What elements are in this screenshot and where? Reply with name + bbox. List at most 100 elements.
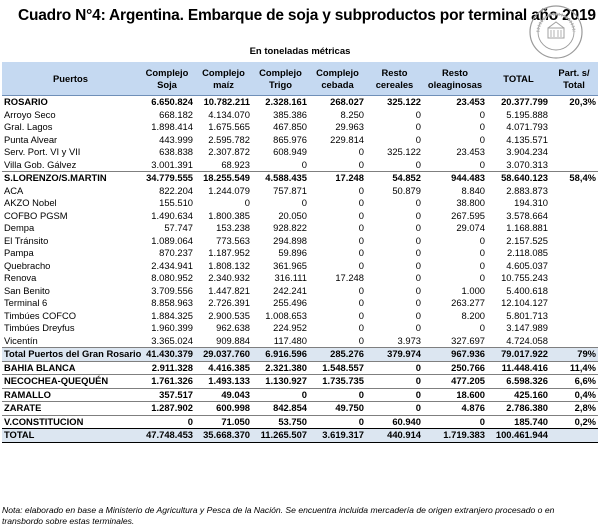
table-cell: 29.074: [456, 222, 485, 234]
table-cell: 2.595.782: [208, 133, 250, 145]
footnote: Nota: elaborado en base a Ministerio de …: [2, 505, 555, 526]
table-row-port: V.CONSTITUCION 0 71.050 53.750 0 60.940 0 185.7…: [2, 414, 598, 429]
table-cell: 361.965: [273, 259, 307, 271]
table-row: COFBO PGSM 1.490.634 1.800.385 20.050 0 0 267.…: [2, 210, 598, 223]
table-cell: 268.027: [309, 95, 366, 109]
table-cell: 1.000: [461, 284, 485, 296]
table-cell: 2.340.932: [208, 272, 250, 284]
table-cell: 0: [415, 133, 421, 145]
table-cell: 842.854: [252, 401, 309, 415]
table-cell: 5.801.713: [506, 309, 548, 321]
table-cell: 20.050: [278, 209, 307, 221]
table-cell: 3.578.664: [506, 209, 548, 221]
table-cell: 4.605.037: [506, 259, 548, 271]
table-cell: [550, 310, 598, 323]
table-cell: 0: [415, 158, 421, 170]
table-cell: 0: [358, 158, 364, 170]
table-cell: [550, 109, 598, 122]
shipments-table: Puertos Complejo Soja Complejo maíz Comp…: [2, 62, 598, 443]
table-cell: 17.248: [309, 171, 366, 185]
table-row: Renova 8.080.952 2.340.932 316.111 17.248 0 0 1…: [2, 272, 598, 285]
table-cell: 1.089.064: [151, 234, 193, 246]
row-label: BAHIA BLANCA: [2, 360, 139, 375]
table-row-group: S.LORENZO/S.MARTIN 34.779.555 18.255.549 4.…: [2, 171, 598, 185]
table-cell: 0: [358, 334, 364, 346]
table-cell: 0: [358, 197, 364, 209]
table-cell: 1.884.325: [151, 309, 193, 321]
table-cell: [550, 185, 598, 198]
row-label: Gral. Lagos: [4, 121, 53, 133]
table-cell: 0: [301, 158, 307, 170]
table-cell: 23.453: [423, 95, 487, 109]
table-cell: 194.310: [514, 197, 548, 209]
table-row: Arroyo Seco 668.182 4.134.070 385.386 8.250 0…: [2, 109, 598, 122]
table-cell: 6,6%: [550, 374, 598, 388]
table-cell: 1.898.414: [151, 121, 193, 133]
table-header-row: Puertos Complejo Soja Complejo maíz Comp…: [2, 62, 598, 96]
table-cell: 250.766: [423, 360, 487, 375]
table-cell: [550, 210, 598, 223]
table-cell: 0: [358, 284, 364, 296]
table-row: Timbúes COFCO 1.884.325 2.900.535 1.008.653…: [2, 310, 598, 323]
table-cell: 467.850: [273, 121, 307, 133]
table-cell: 0: [415, 259, 421, 271]
table-row: San Benito 3.709.556 1.447.821 242.241 0 0 1.0…: [2, 285, 598, 298]
row-label: Quebracho: [4, 259, 51, 271]
table-cell: 4.724.058: [506, 334, 548, 346]
row-label: RAMALLO: [2, 387, 139, 402]
table-cell: 79%: [550, 347, 598, 361]
table-cell: 0: [358, 222, 364, 234]
table-subtitle: En toneladas métricas: [249, 46, 351, 57]
row-label: Vicentín: [4, 334, 38, 346]
table-cell: 0: [479, 322, 485, 334]
header-complejo-trigo: Complejo Trigo: [252, 62, 309, 96]
table-cell: 294.898: [273, 234, 307, 246]
table-cell: 773.563: [216, 234, 250, 246]
table-row: Dempa 57.747 153.238 928.822 0 0 29.074 1.168.8…: [2, 222, 598, 235]
table-body: ROSARIO 6.650.824 10.782.211 2.328.161 268.0…: [2, 95, 598, 443]
table-cell: 316.111: [274, 272, 308, 284]
table-cell: 2.786.380: [487, 401, 550, 415]
table-cell: 1.490.634: [151, 209, 193, 221]
row-label: TOTAL: [2, 428, 139, 443]
table-cell: 3.365.024: [151, 334, 193, 346]
table-cell: 20.377.799: [487, 95, 550, 109]
table-cell: [550, 121, 598, 134]
table-cell: 185.740: [487, 414, 550, 429]
table-cell: 57.747: [164, 222, 193, 234]
table-cell: 5.400.618: [506, 284, 548, 296]
table-cell: 49.043: [195, 387, 252, 402]
table-cell: [550, 197, 598, 210]
table-cell: 8.858.963: [151, 297, 193, 309]
table-row: AKZO Nobel 155.510 0 0 0 0 38.800 194.310: [2, 197, 598, 210]
table-row: El Tránsito 1.089.064 773.563 294.898 0 0 0 2.1…: [2, 235, 598, 248]
table-cell: 1.187.952: [208, 247, 250, 259]
row-label: NECOCHEA-QUEQUÉN: [2, 374, 139, 388]
table-cell: 0,2%: [550, 414, 598, 429]
table-cell: 229.814: [330, 133, 364, 145]
table-cell: 224.952: [273, 322, 307, 334]
table-cell: [550, 322, 598, 335]
table-cell: 20,3%: [550, 95, 598, 109]
table-cell: 0: [479, 259, 485, 271]
table-cell: 8.250: [340, 108, 364, 120]
table-cell: 1.735.735: [309, 374, 366, 388]
table-cell: 0: [415, 247, 421, 259]
page-title: Cuadro N°4: Argentina. Embarque de soja …: [18, 7, 596, 24]
header-resto-cereales: Resto cereales: [366, 62, 423, 96]
table-cell: 3.619.317: [309, 428, 366, 443]
table-cell: 29.963: [335, 121, 364, 133]
table-cell: 2.883.873: [506, 184, 548, 196]
table-cell: 2,8%: [550, 401, 598, 415]
table-cell: 0,4%: [550, 387, 598, 402]
table-cell: 8.200: [461, 309, 485, 321]
table-cell: 60.940: [366, 414, 423, 429]
table-cell: 379.974: [366, 347, 423, 361]
table-cell: 4.876: [423, 401, 487, 415]
table-cell: 0: [415, 108, 421, 120]
table-cell: 0: [415, 322, 421, 334]
table-cell: 477.205: [423, 374, 487, 388]
table-cell: [550, 222, 598, 235]
table-cell: 117.480: [273, 334, 307, 346]
table-cell: 0: [366, 401, 423, 415]
